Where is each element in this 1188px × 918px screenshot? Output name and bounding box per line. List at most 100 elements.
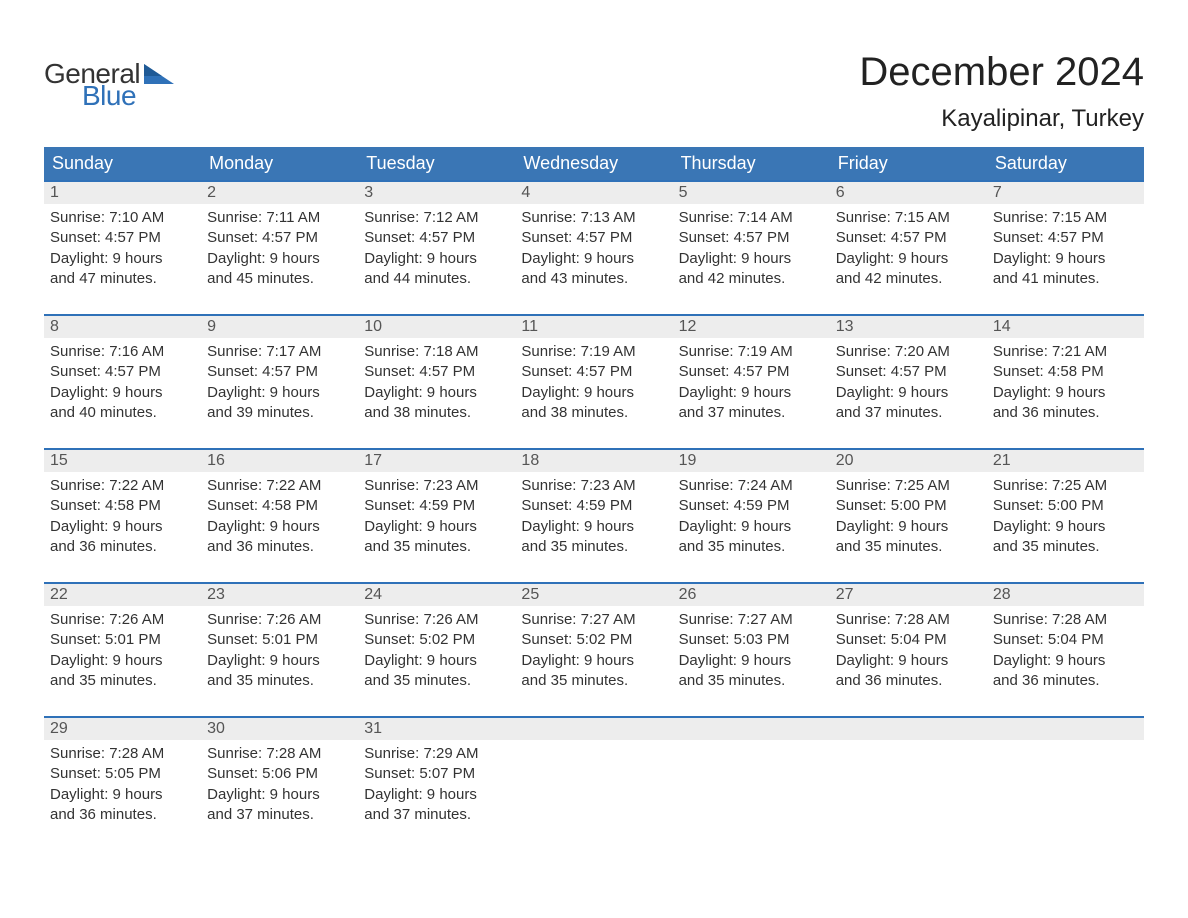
daylight-line2: and 42 minutes.	[679, 269, 824, 289]
day-number: 21	[987, 450, 1144, 472]
day-cell: 19Sunrise: 7:24 AMSunset: 4:59 PMDayligh…	[673, 450, 830, 568]
day-header: Saturday	[987, 147, 1144, 180]
day-number: 28	[987, 584, 1144, 606]
sunset-text: Sunset: 5:01 PM	[207, 630, 352, 650]
day-body: Sunrise: 7:11 AMSunset: 4:57 PMDaylight:…	[201, 204, 358, 295]
day-cell	[673, 718, 830, 836]
sunrise-text: Sunrise: 7:10 AM	[50, 208, 195, 228]
sunset-text: Sunset: 4:57 PM	[364, 362, 509, 382]
day-number: 25	[515, 584, 672, 606]
day-body: Sunrise: 7:12 AMSunset: 4:57 PMDaylight:…	[358, 204, 515, 295]
sunset-text: Sunset: 5:03 PM	[679, 630, 824, 650]
daylight-line1: Daylight: 9 hours	[679, 249, 824, 269]
day-header-row: SundayMondayTuesdayWednesdayThursdayFrid…	[44, 147, 1144, 180]
sunrise-text: Sunrise: 7:23 AM	[364, 476, 509, 496]
daylight-line2: and 35 minutes.	[993, 537, 1138, 557]
sunrise-text: Sunrise: 7:19 AM	[521, 342, 666, 362]
sunset-text: Sunset: 4:57 PM	[364, 228, 509, 248]
day-number: 5	[673, 182, 830, 204]
day-number: 1	[44, 182, 201, 204]
daylight-line1: Daylight: 9 hours	[207, 249, 352, 269]
day-number: 18	[515, 450, 672, 472]
day-number: 3	[358, 182, 515, 204]
sunrise-text: Sunrise: 7:12 AM	[364, 208, 509, 228]
sunset-text: Sunset: 4:59 PM	[521, 496, 666, 516]
day-body	[987, 740, 1144, 750]
day-header: Wednesday	[515, 147, 672, 180]
day-cell	[830, 718, 987, 836]
day-number: 22	[44, 584, 201, 606]
day-body: Sunrise: 7:17 AMSunset: 4:57 PMDaylight:…	[201, 338, 358, 429]
daylight-line1: Daylight: 9 hours	[364, 651, 509, 671]
day-cell: 7Sunrise: 7:15 AMSunset: 4:57 PMDaylight…	[987, 182, 1144, 300]
day-body: Sunrise: 7:28 AMSunset: 5:04 PMDaylight:…	[987, 606, 1144, 697]
day-cell: 23Sunrise: 7:26 AMSunset: 5:01 PMDayligh…	[201, 584, 358, 702]
daylight-line2: and 35 minutes.	[836, 537, 981, 557]
day-body: Sunrise: 7:16 AMSunset: 4:57 PMDaylight:…	[44, 338, 201, 429]
day-cell: 16Sunrise: 7:22 AMSunset: 4:58 PMDayligh…	[201, 450, 358, 568]
day-cell: 26Sunrise: 7:27 AMSunset: 5:03 PMDayligh…	[673, 584, 830, 702]
day-body: Sunrise: 7:23 AMSunset: 4:59 PMDaylight:…	[515, 472, 672, 563]
day-number: 26	[673, 584, 830, 606]
day-header: Friday	[830, 147, 987, 180]
day-body: Sunrise: 7:26 AMSunset: 5:01 PMDaylight:…	[201, 606, 358, 697]
sunrise-text: Sunrise: 7:17 AM	[207, 342, 352, 362]
sunrise-text: Sunrise: 7:25 AM	[836, 476, 981, 496]
day-cell	[515, 718, 672, 836]
sunrise-text: Sunrise: 7:20 AM	[836, 342, 981, 362]
day-body: Sunrise: 7:29 AMSunset: 5:07 PMDaylight:…	[358, 740, 515, 831]
daylight-line2: and 35 minutes.	[364, 671, 509, 691]
daylight-line1: Daylight: 9 hours	[50, 517, 195, 537]
daylight-line2: and 35 minutes.	[521, 671, 666, 691]
location: Kayalipinar, Turkey	[859, 105, 1144, 133]
day-cell: 28Sunrise: 7:28 AMSunset: 5:04 PMDayligh…	[987, 584, 1144, 702]
day-body: Sunrise: 7:28 AMSunset: 5:06 PMDaylight:…	[201, 740, 358, 831]
daylight-line1: Daylight: 9 hours	[207, 383, 352, 403]
daylight-line1: Daylight: 9 hours	[836, 651, 981, 671]
day-body: Sunrise: 7:15 AMSunset: 4:57 PMDaylight:…	[987, 204, 1144, 295]
daylight-line2: and 43 minutes.	[521, 269, 666, 289]
day-cell: 2Sunrise: 7:11 AMSunset: 4:57 PMDaylight…	[201, 182, 358, 300]
daylight-line1: Daylight: 9 hours	[521, 517, 666, 537]
sunset-text: Sunset: 4:57 PM	[836, 362, 981, 382]
day-body	[673, 740, 830, 750]
week-row: 22Sunrise: 7:26 AMSunset: 5:01 PMDayligh…	[44, 582, 1144, 702]
daylight-line1: Daylight: 9 hours	[364, 785, 509, 805]
day-body: Sunrise: 7:22 AMSunset: 4:58 PMDaylight:…	[44, 472, 201, 563]
day-number: 7	[987, 182, 1144, 204]
daylight-line1: Daylight: 9 hours	[679, 383, 824, 403]
sunset-text: Sunset: 4:57 PM	[50, 228, 195, 248]
day-number	[987, 718, 1144, 740]
sunrise-text: Sunrise: 7:23 AM	[521, 476, 666, 496]
day-number: 12	[673, 316, 830, 338]
day-number: 29	[44, 718, 201, 740]
day-cell: 11Sunrise: 7:19 AMSunset: 4:57 PMDayligh…	[515, 316, 672, 434]
sunrise-text: Sunrise: 7:28 AM	[50, 744, 195, 764]
day-cell: 4Sunrise: 7:13 AMSunset: 4:57 PMDaylight…	[515, 182, 672, 300]
daylight-line1: Daylight: 9 hours	[50, 383, 195, 403]
sunset-text: Sunset: 5:01 PM	[50, 630, 195, 650]
sunset-text: Sunset: 4:58 PM	[993, 362, 1138, 382]
day-body: Sunrise: 7:13 AMSunset: 4:57 PMDaylight:…	[515, 204, 672, 295]
day-cell: 21Sunrise: 7:25 AMSunset: 5:00 PMDayligh…	[987, 450, 1144, 568]
day-body: Sunrise: 7:25 AMSunset: 5:00 PMDaylight:…	[830, 472, 987, 563]
sunrise-text: Sunrise: 7:28 AM	[836, 610, 981, 630]
sunset-text: Sunset: 4:58 PM	[50, 496, 195, 516]
sunrise-text: Sunrise: 7:16 AM	[50, 342, 195, 362]
day-body: Sunrise: 7:21 AMSunset: 4:58 PMDaylight:…	[987, 338, 1144, 429]
day-number: 17	[358, 450, 515, 472]
day-header: Tuesday	[358, 147, 515, 180]
daylight-line2: and 36 minutes.	[993, 403, 1138, 423]
daylight-line1: Daylight: 9 hours	[993, 249, 1138, 269]
sunrise-text: Sunrise: 7:14 AM	[679, 208, 824, 228]
day-body: Sunrise: 7:27 AMSunset: 5:02 PMDaylight:…	[515, 606, 672, 697]
sunset-text: Sunset: 4:57 PM	[50, 362, 195, 382]
day-number	[673, 718, 830, 740]
sunrise-text: Sunrise: 7:28 AM	[993, 610, 1138, 630]
daylight-line1: Daylight: 9 hours	[679, 651, 824, 671]
sunrise-text: Sunrise: 7:29 AM	[364, 744, 509, 764]
day-body: Sunrise: 7:10 AMSunset: 4:57 PMDaylight:…	[44, 204, 201, 295]
day-body: Sunrise: 7:14 AMSunset: 4:57 PMDaylight:…	[673, 204, 830, 295]
day-cell: 20Sunrise: 7:25 AMSunset: 5:00 PMDayligh…	[830, 450, 987, 568]
sunrise-text: Sunrise: 7:27 AM	[521, 610, 666, 630]
